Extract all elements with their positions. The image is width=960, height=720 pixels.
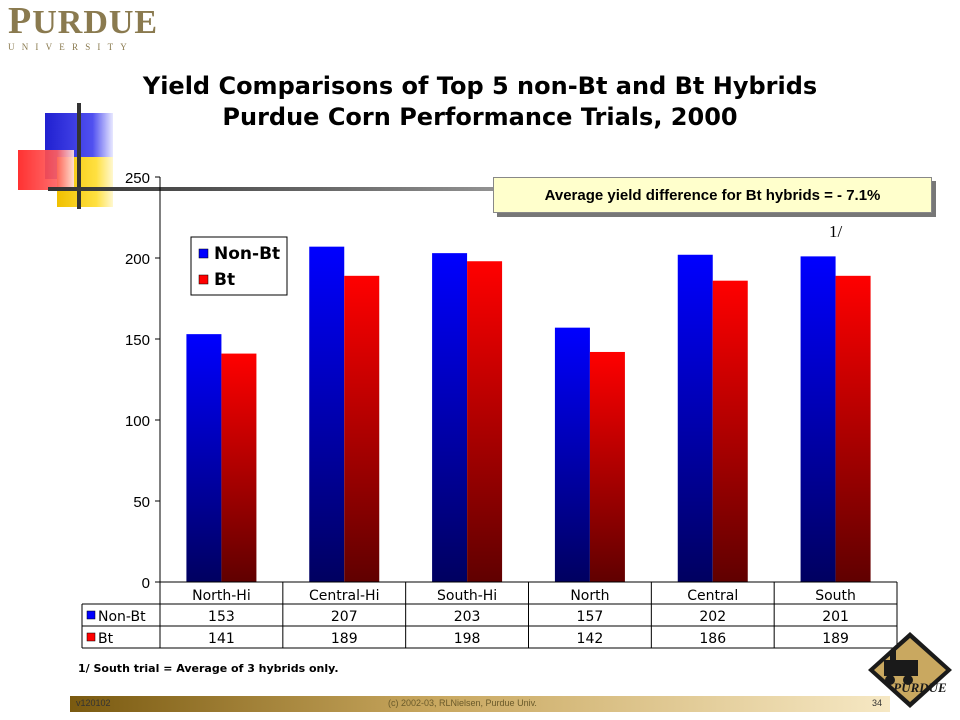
logo-subtitle: UNIVERSITY xyxy=(8,42,134,52)
annotation-box: Average yield difference for Bt hybrids … xyxy=(493,177,932,213)
x-tick-label: Central xyxy=(687,588,738,604)
data-label: 202 xyxy=(699,609,726,625)
footer-copyright: (c) 2002-03, RLNielsen, Purdue Univ. xyxy=(388,698,537,708)
data-label: 157 xyxy=(577,609,604,625)
y-tick-label: 100 xyxy=(125,413,150,430)
data-label: 153 xyxy=(208,609,235,625)
chart-title-line2: Purdue Corn Performance Trials, 2000 xyxy=(222,103,738,131)
table-key-bt xyxy=(86,632,96,642)
legend-box xyxy=(190,236,288,296)
data-label: 189 xyxy=(822,631,849,647)
bar-non-bt xyxy=(186,334,222,582)
x-tick-label: South xyxy=(815,588,856,604)
legend-label: Bt xyxy=(214,270,235,290)
y-tick-label: 50 xyxy=(133,494,150,511)
footer-bar: v120102 (c) 2002-03, RLNielsen, Purdue U… xyxy=(70,696,890,712)
table-row-label: Non-Bt xyxy=(98,609,146,625)
bar-bt xyxy=(467,261,503,582)
decor-horizontal-line xyxy=(48,187,930,191)
legend-label: Non-Bt xyxy=(214,244,280,264)
x-tick-label: North-Hi xyxy=(192,588,251,604)
data-label: 186 xyxy=(699,631,726,647)
bar-bt xyxy=(589,351,625,582)
chart-title-line1: Yield Comparisons of Top 5 non-Bt and Bt… xyxy=(142,72,818,100)
y-tick-label: 250 xyxy=(125,170,150,187)
bar-bt xyxy=(221,353,257,582)
bar-bt xyxy=(344,275,380,582)
footer-page-number: 34 xyxy=(871,698,882,708)
data-label: 207 xyxy=(331,609,358,625)
bar-non-bt xyxy=(309,246,345,582)
y-tick-label: 200 xyxy=(125,251,150,268)
footer-version: v120102 xyxy=(76,698,111,708)
bar-bt xyxy=(712,280,748,582)
purdue-logo: PURDUE UNIVERSITY xyxy=(8,0,159,52)
logo-wordmark: PURDUE xyxy=(8,0,159,42)
annotation-text: Average yield difference for Bt hybrids … xyxy=(544,187,881,204)
decor-vertical-line xyxy=(77,103,81,209)
x-tick-label: Central-Hi xyxy=(309,588,379,604)
bar-non-bt xyxy=(800,256,836,582)
data-label: 141 xyxy=(208,631,235,647)
legend-swatch-non-bt xyxy=(198,248,209,259)
x-tick-label: South-Hi xyxy=(437,588,497,604)
legend-swatch-bt xyxy=(198,274,209,285)
bar-bt xyxy=(835,275,871,582)
purdue-mascot-badge: PURDUE xyxy=(868,632,952,708)
y-tick-label: 150 xyxy=(125,332,150,349)
bar-non-bt xyxy=(554,327,590,582)
data-label: 189 xyxy=(331,631,358,647)
table-row-label: Bt xyxy=(98,631,114,647)
footnote-marker: 1/ xyxy=(829,222,843,241)
footnote-text: 1/ South trial = Average of 3 hybrids on… xyxy=(78,662,339,675)
y-tick-label: 0 xyxy=(142,575,150,592)
table-key-non-bt xyxy=(86,610,96,620)
bar-non-bt xyxy=(432,253,468,582)
x-tick-label: North xyxy=(570,588,609,604)
decor-red-square xyxy=(18,150,74,190)
data-label: 201 xyxy=(822,609,849,625)
data-label: 203 xyxy=(454,609,481,625)
badge-text: PURDUE xyxy=(893,680,947,695)
data-label: 142 xyxy=(577,631,604,647)
data-label: 198 xyxy=(454,631,481,647)
bar-non-bt xyxy=(677,254,713,582)
